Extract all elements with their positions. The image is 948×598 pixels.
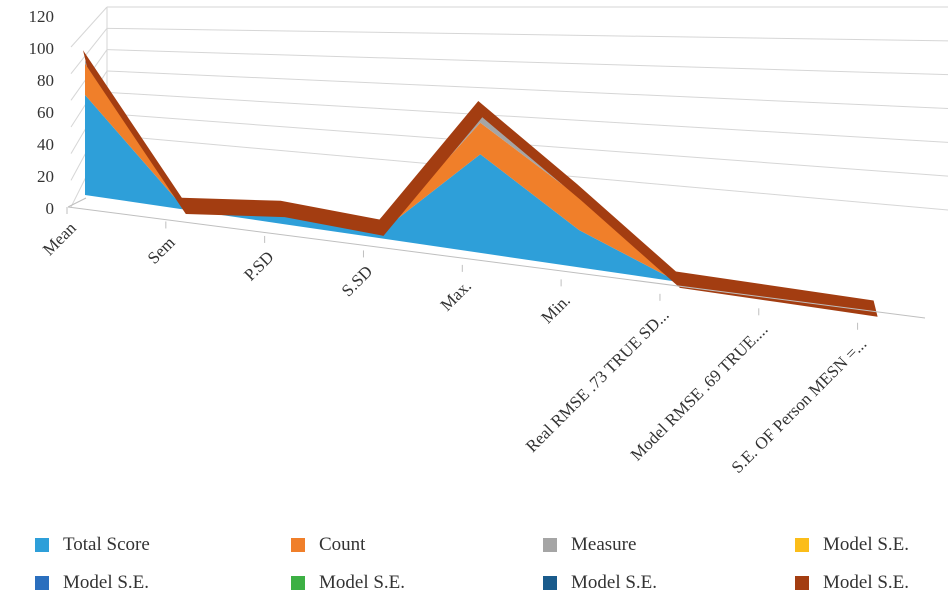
gridline [106, 27, 948, 42]
x-tick-label: Max. [437, 276, 475, 314]
legend-swatch [543, 576, 557, 590]
gridline-side [70, 28, 108, 74]
area-series-1 [85, 94, 876, 311]
legend-item: Model S.E. [795, 534, 909, 556]
legend-item: Count [291, 534, 365, 556]
legend-swatch [291, 576, 305, 590]
legend-item: Total Score [35, 534, 150, 556]
gridline [106, 70, 948, 109]
x-tick-label: Min. [537, 291, 573, 327]
plot-area [83, 50, 878, 317]
legend-item: Model S.E. [795, 572, 909, 594]
y-tick-label: 120 [29, 7, 55, 26]
y-tick-label: 100 [29, 39, 55, 58]
y-tick-label: 40 [37, 135, 54, 154]
y-tick-label: 20 [37, 167, 54, 186]
gridline [106, 91, 948, 143]
legend-label: Total Score [63, 534, 150, 555]
legend-item: Model S.E. [291, 572, 405, 594]
legend-label: Count [319, 534, 366, 555]
x-tick-label: S.SD [338, 262, 376, 300]
chart-svg: Mean Sem P.SD S.SD Max. Min.Real RMSE .73 TRU… [29, 6, 948, 477]
x-tick-label: P.SD [240, 247, 277, 284]
y-tick-label: 80 [37, 71, 54, 90]
legend-swatch [795, 538, 809, 552]
gridline-side [70, 6, 108, 48]
legend-item: Measure [543, 534, 636, 556]
gridlines [70, 6, 948, 211]
area-series-8 [83, 50, 878, 317]
gridline [106, 49, 948, 76]
legend-swatch [543, 538, 557, 552]
legend-label: Measure [571, 534, 637, 555]
legend-swatch [795, 576, 809, 590]
legend-label: Model S.E. [823, 572, 910, 593]
legend-swatch [35, 538, 49, 552]
x-axis-edge [67, 197, 87, 208]
legend-label: Model S.E. [823, 534, 910, 555]
legend: Total Score Count Measure Model S.E. Model S… [0, 528, 948, 598]
y-tick-label: 0 [46, 199, 55, 218]
legend-label: Model S.E. [571, 572, 658, 593]
legend-item: Model S.E. [35, 572, 149, 594]
x-tick-label: Sem [144, 233, 179, 268]
y-tick-label: 60 [37, 103, 54, 122]
legend-swatch [35, 576, 49, 590]
legend-item: Model S.E. [543, 572, 657, 594]
legend-swatch [291, 538, 305, 552]
x-tick-label: Mean [39, 218, 80, 259]
legend-label: Model S.E. [319, 572, 406, 593]
legend-label: Model S.E. [63, 572, 150, 593]
x-axis-line [67, 206, 926, 319]
